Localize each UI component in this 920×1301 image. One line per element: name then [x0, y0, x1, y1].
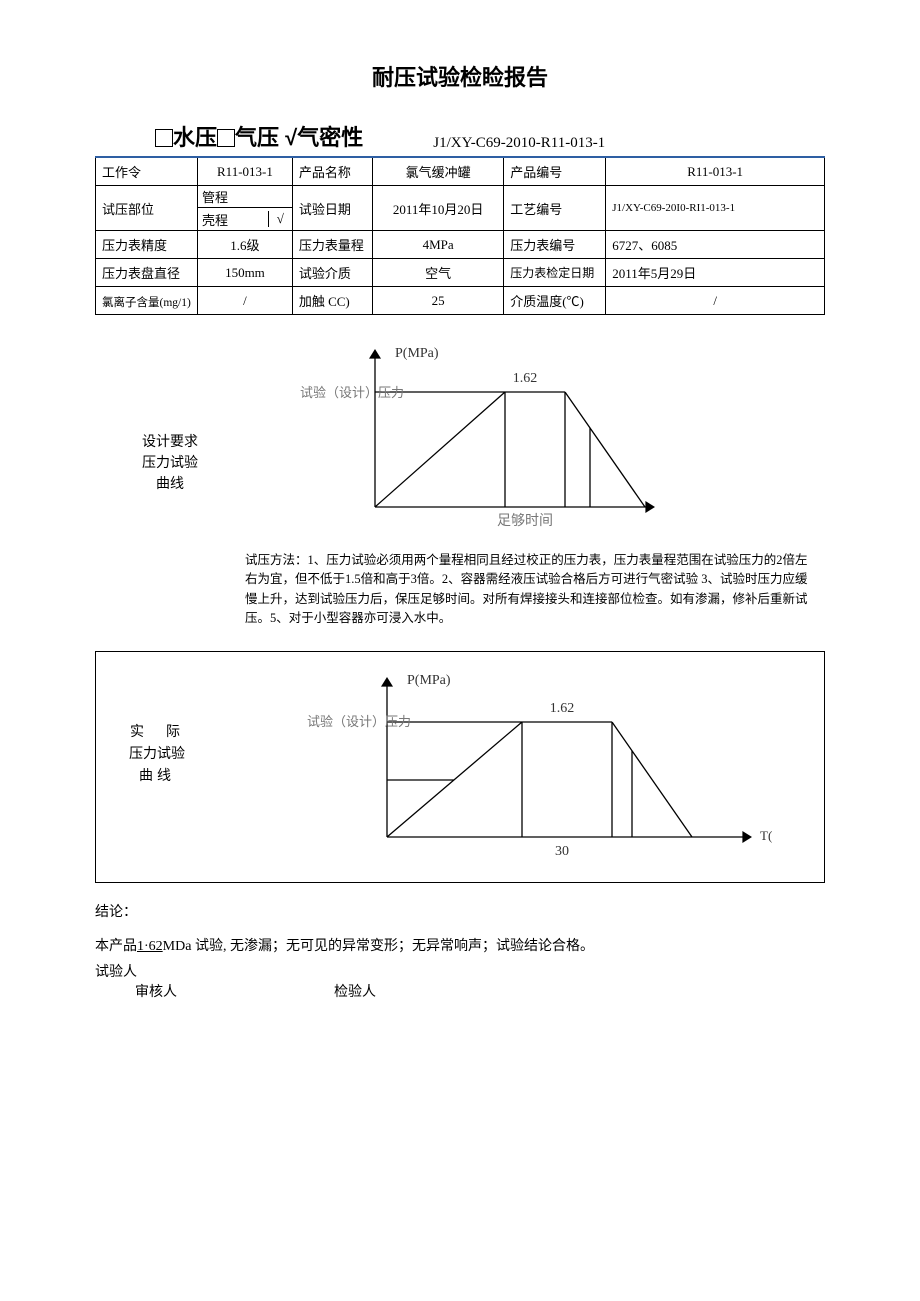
svg-text:1.62: 1.62 [550, 701, 575, 716]
concl-post: MDa 试验, 无渗漏；无可见的异常变形；无异常响声；试验结论合格。 [163, 939, 594, 954]
check-mark: √ [285, 125, 297, 150]
cell-subtable: 管程 壳程√ [198, 186, 293, 231]
design-chart-label: 设计要求 压力试验 曲线 [95, 337, 245, 495]
doc-number: J1/XY-C69-2010-R11-013-1 [433, 135, 605, 152]
cell-value: 4MPa [373, 231, 504, 259]
cell-label: 氯离子含量(mg/1) [96, 287, 198, 315]
cell-label: 介质温度(℃) [504, 287, 606, 315]
subtitle-row: 水压气压 √气密性 J1/XY-C69-2010-R11-013-1 [95, 120, 825, 152]
design-pressure-chart: P(MPa) 1.62 试验（设计）压力足够时间 [245, 337, 675, 537]
cell-value: 2011年10月20日 [373, 186, 504, 231]
cell-value: J1/XY-C69-20I0-RI1-013-1 [606, 186, 825, 231]
actual-chart-section: 实 际 压力试验 曲线 P(MPa) 1.62 试验（设计）压力 T(min) 30 [95, 651, 825, 883]
cell-label: 压力表检定日期 [504, 259, 606, 287]
label-line: 曲线 [102, 766, 212, 788]
signature-inspector: 检验人 [334, 985, 376, 1000]
test-method-text: 试压方法：1、压力试验必须用两个量程相同且经过校正的压力表，压力表量程范围在试验… [245, 551, 825, 629]
sub-label: 壳程 [198, 210, 268, 229]
sub-label: 管程 [198, 187, 268, 206]
cell-value: 空气 [373, 259, 504, 287]
cell-value: 6727、6085 [606, 231, 825, 259]
label-line: 压力试验 [95, 453, 245, 474]
info-table: 工作令 R11-013-1 产品名称 氯气缓冲罐 产品编号 R11-013-1 … [95, 156, 825, 315]
report-title: 耐压试验检睑报告 [95, 60, 825, 92]
svg-text:P(MPa): P(MPa) [395, 346, 439, 361]
cell-value: 1.6级 [198, 231, 293, 259]
concl-pre: 本产品 [95, 939, 137, 954]
cell-label: 压力表盘直径 [96, 259, 198, 287]
svg-text:足够时间: 足够时间 [497, 513, 553, 529]
label-line: 实 际 [102, 722, 212, 744]
cell-label: 加触 CC) [292, 287, 372, 315]
cell-value: / [606, 287, 825, 315]
cell-label: 试验日期 [292, 186, 372, 231]
opt-airtight: 气密性 [297, 125, 363, 150]
cell-label: 压力表量程 [292, 231, 372, 259]
label-line: 压力试验 [102, 744, 212, 766]
cell-label: 产品编号 [504, 157, 606, 186]
cell-value: 氯气缓冲罐 [373, 157, 504, 186]
actual-chart-label: 实 际 压力试验 曲线 [102, 662, 212, 872]
svg-text:P(MPa): P(MPa) [407, 673, 451, 688]
cell-value: 2011年5月29日 [606, 259, 825, 287]
cell-value: R11-013-1 [606, 157, 825, 186]
cell-value: 150mm [198, 259, 293, 287]
cell-label: 试验介质 [292, 259, 372, 287]
cell-label: 压力表编号 [504, 231, 606, 259]
actual-pressure-chart: P(MPa) 1.62 试验（设计）压力 T(min) 30 [212, 662, 772, 872]
signature-reviewer: 审核人 [135, 985, 177, 1000]
opt-hydraulic: 水压 [173, 125, 217, 150]
test-type-header: 水压气压 √气密性 [155, 120, 363, 152]
conclusion-heading: 结论： [95, 901, 825, 921]
signature-row-2: 审核人 检验人 [95, 981, 825, 1001]
svg-text:T(min): T(min) [760, 828, 772, 843]
conclusion-body: 本产品1·62MDa 试验, 无渗漏；无可见的异常变形；无异常响声；试验结论合格… [95, 935, 825, 955]
signature-tester: 试验人 [95, 961, 825, 981]
opt-pneumatic: 气压 [235, 125, 279, 150]
cell-label: 产品名称 [292, 157, 372, 186]
checkbox-pneumatic [217, 129, 235, 147]
concl-value: 1·62 [137, 939, 163, 954]
sub-check: √ [268, 211, 292, 227]
cell-value: R11-013-1 [198, 157, 293, 186]
cell-label: 压力表精度 [96, 231, 198, 259]
label-line: 曲线 [95, 474, 245, 495]
label-line: 设计要求 [95, 432, 245, 453]
cell-value: 25 [373, 287, 504, 315]
svg-text:试验（设计）压力: 试验（设计）压力 [300, 385, 404, 400]
cell-label: 工作令 [96, 157, 198, 186]
svg-text:30: 30 [555, 844, 569, 859]
checkbox-hydraulic [155, 129, 173, 147]
svg-text:试验（设计）压力: 试验（设计）压力 [307, 714, 411, 729]
svg-text:1.62: 1.62 [513, 371, 538, 386]
design-chart-section: 设计要求 压力试验 曲线 P(MPa) 1.62 试验（设计）压力足够时间 试压方法… [95, 337, 825, 629]
cell-label: 试压部位 [96, 186, 198, 231]
cell-value: / [198, 287, 293, 315]
cell-label: 工艺编号 [504, 186, 606, 231]
